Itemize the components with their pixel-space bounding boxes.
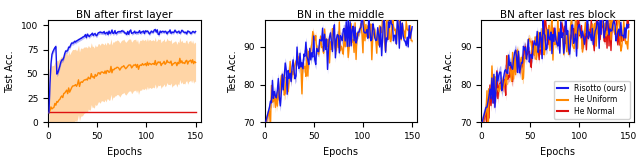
Y-axis label: Test Acc.: Test Acc. bbox=[6, 50, 15, 93]
Legend: Risotto (ours), He Uniform, He Normal: Risotto (ours), He Uniform, He Normal bbox=[554, 81, 630, 119]
Title: BN in the middle: BN in the middle bbox=[297, 10, 385, 20]
Title: BN after first layer: BN after first layer bbox=[76, 10, 173, 20]
X-axis label: Epochs: Epochs bbox=[540, 147, 575, 157]
X-axis label: Epochs: Epochs bbox=[107, 147, 141, 157]
Title: BN after last res block: BN after last res block bbox=[500, 10, 615, 20]
Y-axis label: Test Acc.: Test Acc. bbox=[228, 50, 238, 93]
Y-axis label: Test Acc.: Test Acc. bbox=[444, 50, 454, 93]
X-axis label: Epochs: Epochs bbox=[323, 147, 358, 157]
